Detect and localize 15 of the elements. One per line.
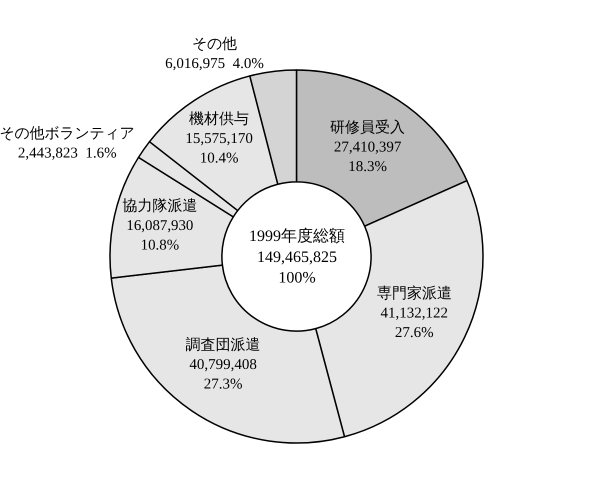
slice-label: 協力隊派遣 <box>122 198 198 215</box>
slice-label: 機材供与 <box>189 110 250 128</box>
slice-label: その他 <box>192 35 237 52</box>
data-label: 27,410,397 18.3% <box>334 140 402 176</box>
slice-label: 専門家派遣 <box>376 284 452 302</box>
data-label: 6,016,975 4.0% <box>165 56 264 72</box>
text: 1999年度総額 149,465,825 100% <box>249 227 345 287</box>
slice-label: 調査団派遣 <box>186 336 261 354</box>
data-label: 15,575,170 10.4% <box>185 130 253 166</box>
data-label: 16,087,930 10.8% <box>126 218 194 254</box>
data-label: 41,132,122 27.6% <box>380 305 448 341</box>
slice-label: その他ボランティア <box>0 125 135 142</box>
slice-label: 研修員受入 <box>330 119 406 136</box>
data-label: 40,799,408 27.3% <box>189 356 257 392</box>
data-label: 2,443,823 1.6% <box>18 146 117 162</box>
